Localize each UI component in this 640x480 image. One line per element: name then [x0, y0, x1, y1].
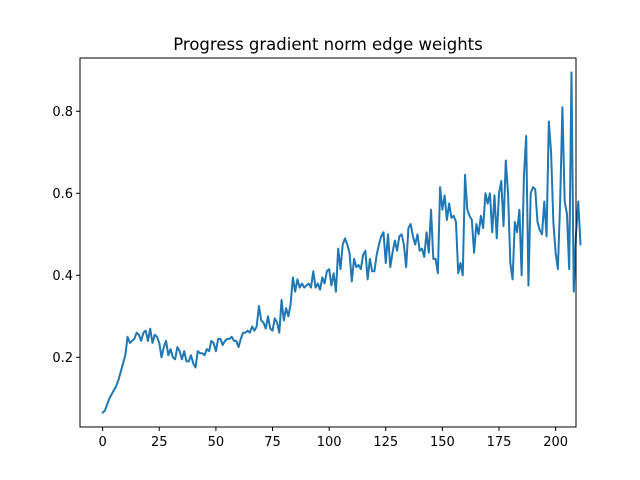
x-tick-label: 200 — [543, 435, 568, 450]
chart-title: Progress gradient norm edge weights — [173, 35, 483, 54]
y-tick-label: 0.4 — [52, 269, 73, 284]
series-line — [101, 71, 582, 414]
x-tick-label: 75 — [264, 435, 281, 450]
x-tick-label: 150 — [430, 435, 455, 450]
x-tick-label: 25 — [151, 435, 168, 450]
plot-frame — [79, 57, 577, 428]
y-tick-label: 0.6 — [52, 187, 73, 202]
x-tick-label: 50 — [208, 435, 225, 450]
x-tick-label: 100 — [317, 435, 342, 450]
x-tick-label: 0 — [99, 435, 107, 450]
x-tick-label: 175 — [487, 435, 512, 450]
x-axis: 0 25 50 75 100 125 150 175 200 — [99, 427, 568, 450]
y-axis: 0.2 0.4 0.6 0.8 — [52, 105, 80, 366]
y-tick-label: 0.8 — [52, 105, 73, 120]
x-tick-label: 125 — [373, 435, 398, 450]
y-tick-label: 0.2 — [52, 351, 73, 366]
